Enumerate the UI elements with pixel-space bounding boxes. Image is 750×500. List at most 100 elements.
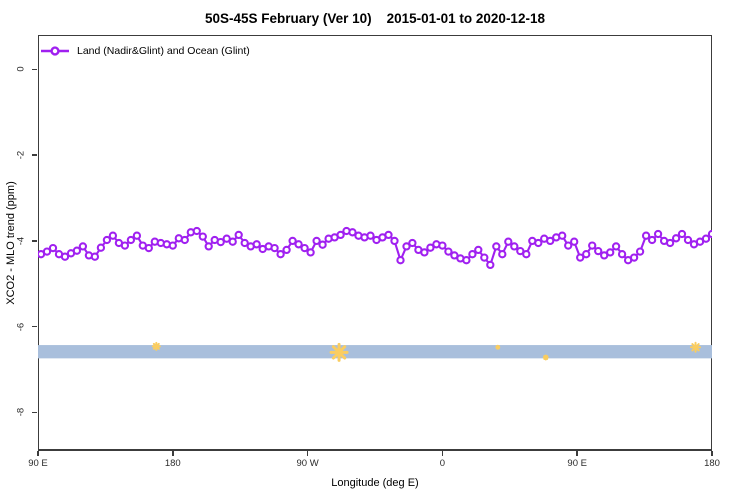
data-point-marker (564, 241, 573, 250)
data-point-marker (120, 241, 130, 250)
data-point-marker (426, 243, 435, 252)
data-point-marker (90, 252, 100, 261)
data-point-marker (306, 248, 315, 257)
data-point-marker (312, 236, 321, 246)
y-axis-tick-mark (32, 411, 37, 414)
data-point-marker (222, 234, 231, 243)
data-point-marker (671, 234, 681, 243)
horizontal-band (38, 345, 712, 359)
data-point-marker (611, 242, 621, 251)
x-axis-tick-mark (711, 451, 713, 456)
y-axis-tick-mark (32, 68, 37, 71)
data-point-marker (486, 260, 495, 270)
data-point-marker (252, 240, 261, 249)
data-point-marker (228, 237, 237, 246)
x-axis-tick-label: 180 (164, 458, 181, 469)
data-point-marker (474, 245, 483, 255)
data-point-marker (701, 234, 711, 243)
data-point-marker (216, 237, 225, 247)
data-point-marker (641, 231, 651, 240)
data-point-marker (108, 231, 118, 240)
data-point-marker (492, 242, 501, 251)
data-point-marker (276, 250, 285, 259)
data-point-marker (420, 248, 429, 257)
data-point-marker (204, 242, 213, 251)
x-axis-tick-mark (172, 451, 174, 456)
data-point-marker (570, 237, 579, 246)
x-axis-tick-mark (576, 451, 578, 456)
data-point-marker (635, 247, 645, 256)
x-axis-tick-mark (37, 451, 39, 456)
data-point-marker (396, 256, 405, 265)
data-point-marker (102, 235, 112, 245)
data-point-marker (468, 250, 477, 259)
data-point-marker (402, 242, 411, 251)
data-point-marker (510, 242, 519, 251)
data-point-marker (180, 235, 189, 245)
flag-asterisk-icon (542, 354, 549, 361)
data-point-marker (462, 256, 471, 265)
data-point-marker (504, 237, 513, 246)
data-point-marker (282, 245, 291, 255)
x-axis-tick-label: 90 E (28, 458, 48, 469)
data-point-marker (576, 253, 585, 262)
data-point-marker (390, 236, 399, 246)
flag-asterisk-icon (151, 341, 161, 351)
x-axis-tick-label: 90 W (296, 458, 319, 469)
legend: Land (Nadir&Glint) and Ocean (Glint) (40, 45, 250, 57)
data-point-marker (707, 229, 712, 239)
data-point-marker (546, 236, 555, 246)
data-point-marker (444, 247, 453, 256)
flag-asterisk-icon (329, 342, 349, 362)
x-axis-tick-label: 0 (439, 458, 446, 469)
data-point-marker (558, 231, 567, 240)
data-point-marker (78, 242, 88, 251)
y-axis-tick-mark (32, 325, 37, 328)
data-point-marker (594, 246, 603, 256)
data-point-marker (198, 232, 207, 241)
data-point-marker (318, 240, 327, 249)
data-point-marker (647, 235, 657, 245)
y-axis-tick-mark (32, 240, 37, 242)
data-point-marker (582, 250, 591, 259)
data-point-marker (588, 241, 597, 250)
y-axis-tick-label: -6 (15, 322, 27, 331)
data-point-marker (606, 248, 615, 257)
x-axis-tick-label: 90 E (567, 458, 587, 469)
data-point-marker (408, 238, 417, 248)
data-point-marker (695, 237, 705, 246)
y-axis-tick-label: -4 (15, 236, 27, 246)
plot-canvas (38, 226, 712, 362)
data-point-marker (270, 243, 279, 253)
data-point-marker (617, 250, 627, 259)
data-point-marker (677, 229, 687, 239)
x-axis-tick-mark (441, 451, 444, 456)
data-point-marker (126, 235, 136, 245)
data-point-marker (498, 250, 507, 259)
data-point-marker (132, 231, 142, 240)
data-point-marker (480, 253, 489, 262)
data-point-marker (96, 243, 106, 252)
y-axis-tick-mark (32, 154, 37, 156)
data-point-marker (450, 251, 459, 260)
data-point-marker (653, 229, 663, 239)
legend-line-marker-icon (41, 46, 69, 56)
data-point-marker (192, 226, 201, 236)
y-axis-tick-label: 0 (15, 66, 27, 72)
data-point-marker (366, 231, 375, 240)
data-point-marker (384, 230, 393, 240)
data-point-marker (522, 250, 531, 259)
data-point-marker (348, 228, 357, 237)
flag-asterisk-icon (690, 341, 702, 353)
y-axis-tick-label: -2 (15, 150, 27, 160)
x-axis-title: Longitude (deg E) (331, 477, 419, 489)
page-title: 50S-45S February (Ver 10) 2015-01-01 to … (205, 11, 545, 26)
data-point-marker (336, 230, 345, 240)
data-point-marker (534, 238, 543, 248)
data-point-marker (234, 230, 243, 240)
data-point-marker (144, 243, 153, 253)
data-point-marker (600, 251, 609, 260)
data-point-marker (300, 243, 309, 253)
data-point-marker (294, 240, 303, 249)
